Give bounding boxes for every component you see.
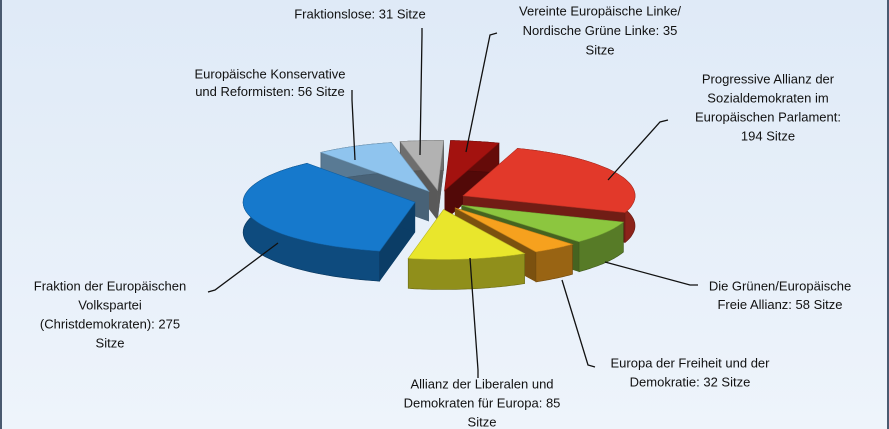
data-label: Demokratie: 32 Sitze bbox=[630, 374, 751, 389]
data-label: Sozialdemokraten im bbox=[707, 90, 828, 105]
slice bbox=[242, 162, 416, 282]
leader-line bbox=[469, 257, 479, 378]
data-label: Die Grünen/Europäische bbox=[709, 278, 851, 293]
slice-top bbox=[444, 140, 500, 192]
data-label: Vereinte Europäische Linke/ bbox=[519, 3, 681, 18]
slice-top bbox=[454, 207, 574, 253]
data-label: Europäische Konservative bbox=[194, 66, 345, 81]
leader-line bbox=[351, 90, 356, 161]
data-label: und Reformisten: 56 Sitze bbox=[195, 84, 345, 99]
data-label: Allianz der Liberalen und bbox=[410, 376, 553, 391]
slice-top bbox=[407, 209, 526, 260]
leader-line bbox=[207, 242, 279, 293]
slice-top bbox=[462, 148, 636, 213]
data-label: Nordische Grüne Linke: 35 bbox=[523, 23, 678, 38]
data-label: Volkspartei bbox=[78, 297, 142, 312]
slice bbox=[407, 209, 526, 290]
slice-top bbox=[242, 162, 416, 252]
leader-line bbox=[561, 279, 596, 368]
data-label: Demokraten für Europa: 85 bbox=[404, 395, 561, 410]
data-label: (Christdemokraten): 275 bbox=[40, 316, 180, 331]
data-label: Progressive Allianz der bbox=[702, 71, 835, 86]
data-label: Freie Allianz: 58 Sitze bbox=[717, 297, 842, 312]
leader-line bbox=[419, 28, 423, 156]
leader-line bbox=[604, 261, 698, 286]
slice bbox=[462, 148, 636, 244]
slice-top bbox=[399, 140, 444, 192]
data-label: Sitze bbox=[586, 42, 615, 57]
leader-line bbox=[465, 32, 498, 153]
data-label: Sitze bbox=[468, 414, 497, 429]
leader-line bbox=[607, 119, 669, 181]
data-label: Europa der Freiheit und der bbox=[611, 355, 771, 370]
data-label: Sitze bbox=[96, 335, 125, 350]
data-label: Fraktionslose: 31 Sitze bbox=[294, 6, 426, 21]
slice-top bbox=[461, 205, 625, 243]
data-label: Europäischen Parlament: bbox=[695, 109, 841, 124]
data-label: 194 Sitze bbox=[741, 128, 795, 143]
data-label: Fraktion der Europäischen bbox=[34, 278, 186, 293]
